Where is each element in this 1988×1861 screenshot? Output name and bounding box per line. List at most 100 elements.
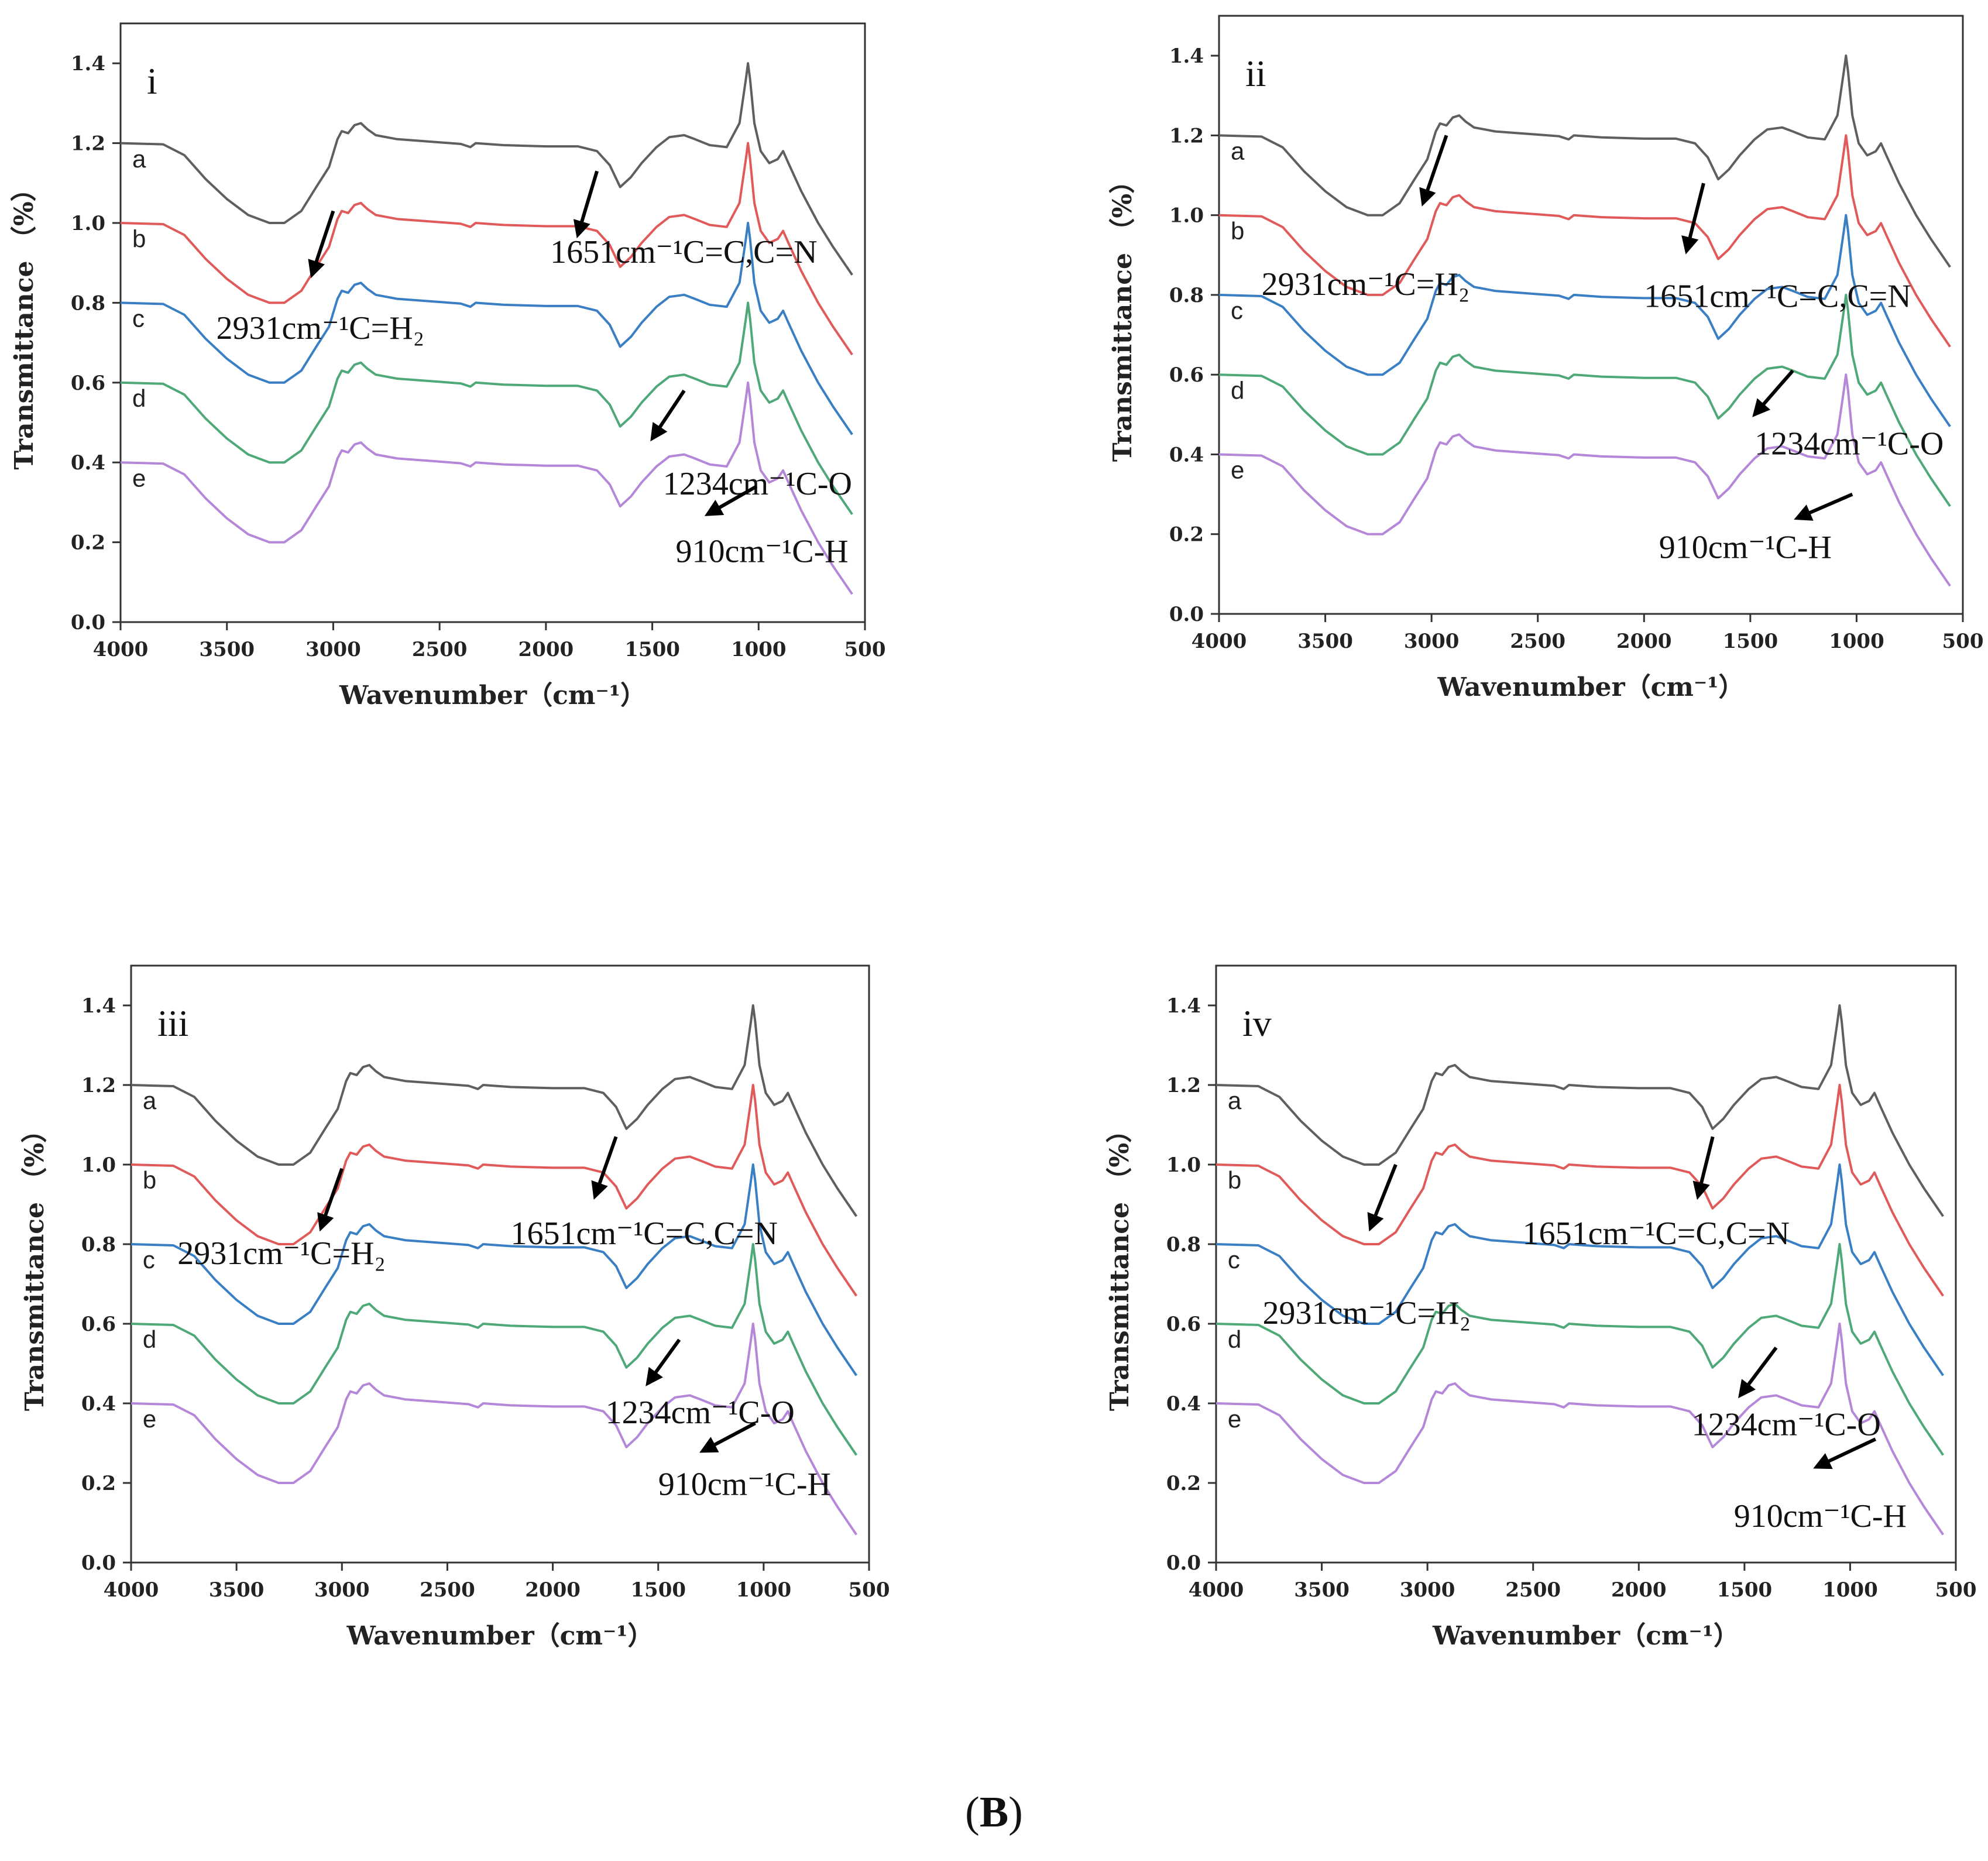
x-axis-title: Wavenumber（cm⁻¹） — [339, 681, 646, 710]
series-label-a: a — [1228, 1087, 1242, 1114]
annotation-arrow — [1794, 492, 1853, 521]
series-label-d: d — [143, 1326, 156, 1353]
y-tick-label: 1.0 — [71, 212, 105, 235]
series-label-a: a — [132, 145, 146, 173]
series-label-a: a — [1231, 138, 1245, 165]
annotation-label: 910cm⁻¹C-H — [1659, 530, 1832, 566]
annotation-label: 1234cm⁻¹C-O — [663, 466, 852, 502]
x-tick-label: 500 — [844, 638, 886, 661]
x-tick-label: 2000 — [519, 638, 574, 661]
x-tick-label: 1000 — [1829, 630, 1884, 653]
annotation-arrow — [1367, 1163, 1398, 1232]
chart-panel-iv: 4000 3500 3000 2500 2000 1500 1000 500 0.0 0.2 0.4… — [1105, 964, 1976, 1651]
plot-frame — [119, 22, 866, 623]
annotation-arrow — [1681, 183, 1705, 255]
x-tick-label: 4000 — [1192, 630, 1247, 653]
y-tick-label: 0.0 — [71, 611, 105, 634]
annotation-label: 910cm⁻¹C-H — [676, 534, 849, 570]
annotation-label: 2931cm⁻¹C=H₂ — [1262, 266, 1470, 303]
y-axis-title: Transmittance （%） — [1105, 1117, 1135, 1411]
series-line-c — [120, 222, 853, 435]
series-line-c — [131, 1163, 858, 1376]
panel-label: i — [147, 60, 157, 102]
x-tick-label: 1500 — [624, 638, 680, 661]
y-tick-label: 0.6 — [1166, 1313, 1201, 1336]
series-label-d: d — [132, 384, 146, 412]
y-tick-label: 0.2 — [1166, 1472, 1201, 1495]
x-axis-title: Wavenumber（cm⁻¹） — [1437, 672, 1745, 702]
series-line-c — [1216, 1163, 1944, 1376]
panel-label: iv — [1242, 1002, 1272, 1044]
x-tick-label: 3000 — [1404, 630, 1460, 653]
series-line-b — [1216, 1084, 1944, 1297]
series-label-a: a — [143, 1087, 157, 1114]
annotation-arrow — [308, 210, 335, 279]
x-tick-label: 2500 — [420, 1578, 475, 1602]
y-tick-label: 0.4 — [81, 1392, 116, 1416]
annotation-arrow — [646, 1338, 681, 1386]
x-tick-label: 3500 — [1294, 1578, 1350, 1602]
y-tick-label: 0.8 — [71, 291, 105, 315]
chart-panel-i: 4000 3500 3000 2500 2000 1500 1000 500 0.0 0.2 0.4… — [9, 22, 886, 710]
annotation-arrow — [573, 170, 599, 239]
figure-caption: (B) — [0, 1788, 1988, 1838]
y-tick-label: 1.4 — [1166, 994, 1201, 1018]
series-label-b: b — [132, 225, 146, 252]
y-tick-label: 1.2 — [81, 1074, 116, 1097]
annotation-label: 910cm⁻¹C-H — [658, 1466, 831, 1502]
annotation-label: 2931cm⁻¹C=H₂ — [217, 310, 425, 346]
series-line-b — [131, 1084, 858, 1297]
y-tick-label: 1.4 — [81, 994, 116, 1018]
annotation-arrow — [699, 1421, 756, 1453]
y-tick-label: 0.2 — [71, 531, 105, 555]
x-tick-label: 1000 — [731, 638, 787, 661]
y-tick-label: 0.6 — [81, 1313, 116, 1336]
series-line-d — [1216, 1243, 1944, 1456]
x-tick-label: 1500 — [1717, 1578, 1773, 1602]
y-tick-label: 1.0 — [1169, 204, 1204, 228]
y-tick-label: 0.4 — [1166, 1392, 1201, 1416]
x-tick-label: 3000 — [305, 638, 361, 661]
y-tick-label: 0.0 — [1166, 1551, 1201, 1575]
x-tick-label: 2000 — [1616, 630, 1672, 653]
series-label-c: c — [143, 1246, 155, 1273]
series-label-b: b — [143, 1166, 156, 1194]
chart-panel-ii: 4000 3500 3000 2500 2000 1500 1000 500 0.0 0.2 0.4… — [1108, 15, 1983, 702]
series-line-b — [1218, 134, 1951, 348]
x-tick-label: 3500 — [209, 1578, 265, 1602]
annotation-arrow — [317, 1168, 344, 1232]
plot-frame — [1215, 964, 1957, 1564]
annotation-label: 1651cm⁻¹C=C,C=N — [1644, 278, 1911, 314]
series-label-b: b — [1228, 1166, 1241, 1194]
series-line-d — [131, 1243, 858, 1456]
x-tick-label: 2500 — [1505, 1578, 1561, 1602]
series-line-a — [1218, 54, 1951, 268]
annotation-label: 1234cm⁻¹C-O — [1754, 425, 1944, 462]
x-tick-label: 1500 — [1723, 630, 1778, 653]
y-tick-label: 0.8 — [1169, 284, 1204, 307]
series-label-e: e — [132, 464, 146, 492]
x-axis-title: Wavenumber（cm⁻¹） — [1432, 1621, 1739, 1651]
x-tick-label: 2500 — [1510, 630, 1565, 653]
y-tick-label: 1.2 — [71, 132, 105, 156]
series-line-c — [1218, 214, 1951, 427]
x-tick-label: 2000 — [525, 1578, 581, 1602]
x-tick-label: 4000 — [1189, 1578, 1244, 1602]
series-line-e — [131, 1323, 858, 1536]
series-label-d: d — [1228, 1326, 1241, 1353]
y-tick-label: 1.4 — [1169, 44, 1204, 68]
annotation-arrow — [650, 389, 686, 442]
x-tick-label: 3500 — [199, 638, 255, 661]
annotation-arrow — [1692, 1136, 1715, 1200]
x-axis-title: Wavenumber（cm⁻¹） — [346, 1621, 654, 1651]
series-label-e: e — [1231, 456, 1244, 484]
series-label-e: e — [143, 1405, 156, 1433]
y-tick-label: 1.0 — [81, 1153, 116, 1177]
y-axis-title: Transmittance （%） — [1108, 168, 1138, 462]
annotation-label: 2931cm⁻¹C=H₂ — [1262, 1295, 1471, 1331]
series-label-d: d — [1231, 376, 1244, 404]
annotation-arrow — [704, 485, 758, 516]
x-tick-label: 4000 — [93, 638, 149, 661]
y-tick-label: 1.2 — [1166, 1074, 1201, 1097]
